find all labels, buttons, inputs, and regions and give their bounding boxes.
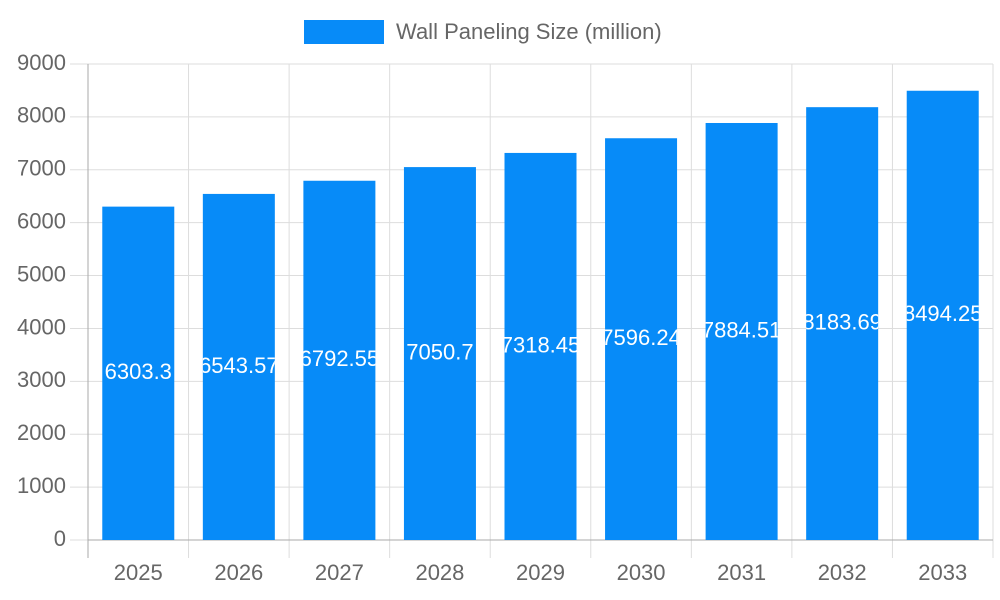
y-tick-label: 9000: [17, 50, 66, 75]
value-label: 6303.3: [105, 359, 172, 384]
bar: [102, 206, 175, 540]
y-tick-label: 8000: [17, 103, 66, 128]
x-tick-label: 2032: [818, 560, 867, 585]
bar: [705, 122, 778, 541]
y-tick-label: 1000: [17, 473, 66, 498]
x-tick-label: 2027: [315, 560, 364, 585]
bar: [504, 152, 577, 541]
x-tick-label: 2030: [617, 560, 666, 585]
x-tick-label: 2028: [415, 560, 464, 585]
x-tick-label: 2025: [114, 560, 163, 585]
x-tick-label: 2029: [516, 560, 565, 585]
bar: [403, 167, 476, 540]
bar: [202, 193, 275, 540]
x-tick-label: 2031: [717, 560, 766, 585]
y-tick-label: 2000: [17, 420, 66, 445]
value-label: 7050.7: [406, 339, 473, 364]
value-label: 7884.51: [702, 317, 782, 342]
bar: [303, 180, 376, 540]
y-tick-label: 7000: [17, 156, 66, 181]
x-tick-label: 2026: [214, 560, 263, 585]
value-label: 7596.24: [601, 325, 681, 350]
value-label: 6543.57: [199, 353, 279, 378]
y-tick-label: 5000: [17, 261, 66, 286]
value-label: 6792.55: [300, 346, 380, 371]
bar: [906, 90, 979, 540]
bar: [605, 138, 678, 541]
legend-label: Wall Paneling Size (million): [396, 19, 662, 44]
x-tick-label: 2033: [918, 560, 967, 585]
bar: [806, 107, 879, 540]
y-tick-label: 4000: [17, 314, 66, 339]
value-label: 7318.45: [501, 332, 581, 357]
y-tick-label: 6000: [17, 208, 66, 233]
legend-swatch: [304, 20, 384, 44]
y-tick-label: 0: [54, 526, 66, 551]
y-tick-label: 3000: [17, 367, 66, 392]
value-label: 8183.69: [802, 309, 882, 334]
value-label: 8494.25: [903, 301, 983, 326]
